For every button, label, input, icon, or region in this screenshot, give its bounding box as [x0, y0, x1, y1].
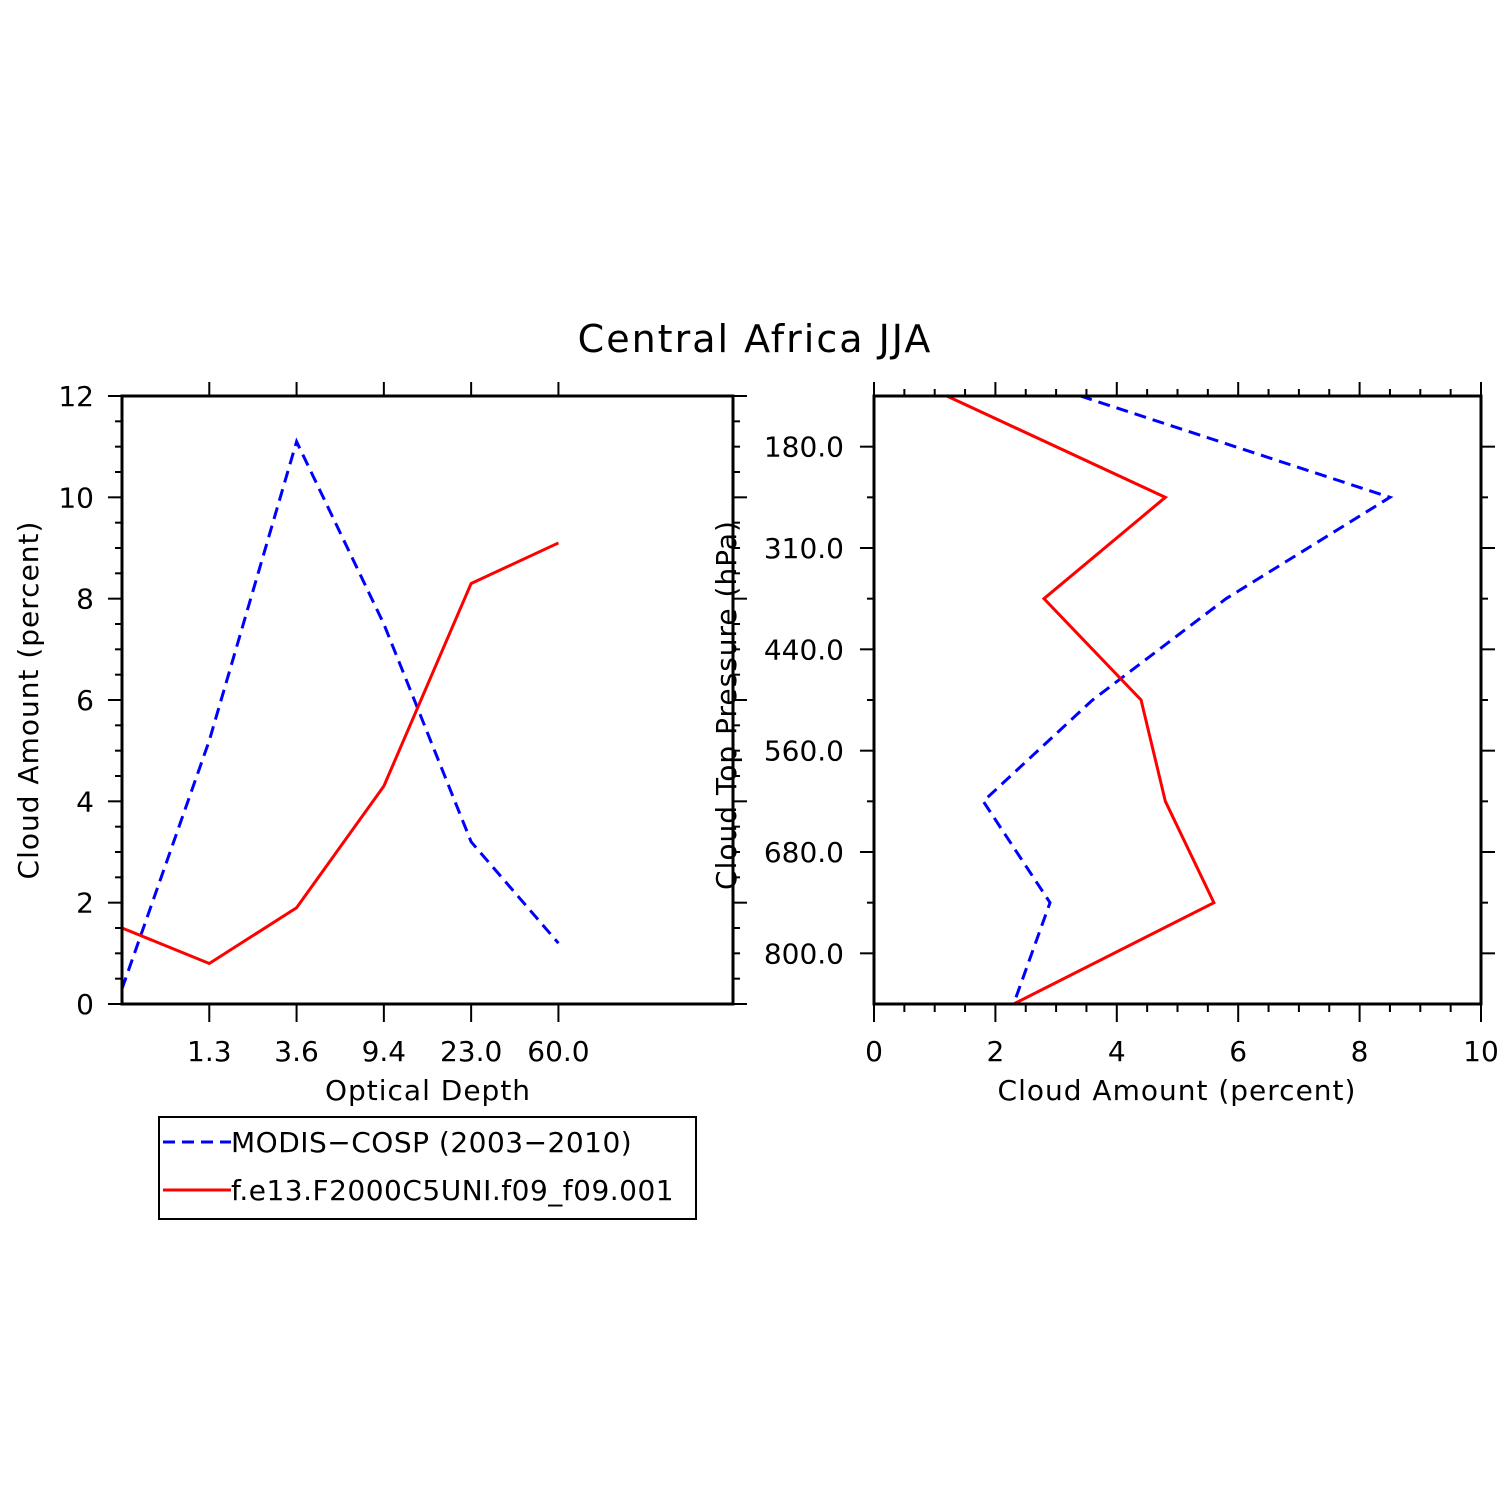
optical-depth-y-axis-label: Cloud Amount (percent) [12, 521, 45, 880]
y-tick-label: 2 [76, 887, 94, 920]
x-tick-label: 23.0 [440, 1035, 502, 1068]
x-tick-label: 4 [1108, 1035, 1126, 1068]
pressure-axes-ticks: 0 2 4 6 8 10 180.0 310.0 440.0 560.0 680.0 800.0 [764, 382, 1499, 1068]
y-tick-label: 0 [76, 988, 94, 1021]
optical-depth-x-axis-label: Optical Depth [325, 1074, 531, 1107]
y-tick-label: 440.0 [764, 633, 844, 666]
y-tick-label: 6 [76, 684, 94, 717]
x-tick-label: 6 [1229, 1035, 1247, 1068]
y-tick-label: 180.0 [764, 431, 844, 464]
x-tick-label: 3.6 [274, 1035, 319, 1068]
x-tick-label: 2 [986, 1035, 1004, 1068]
y-tick-label: 800.0 [764, 937, 844, 970]
y-tick-label: 680.0 [764, 836, 844, 869]
pressure-y-axis-label: Cloud Top Pressure (hPa) [710, 520, 743, 890]
optical-depth-series-group [120, 437, 560, 990]
pressure-x-axis-label: Cloud Amount (percent) [998, 1074, 1357, 1107]
optical-depth-axes-ticks: 0 2 4 6 8 10 12 1.3 3.6 9.4 23.0 60.0 [58, 380, 747, 1068]
obs-series-line [981, 394, 1394, 1005]
pressure-series-group [946, 394, 1394, 1006]
model-series-line [946, 394, 1216, 1006]
y-tick-label: 12 [58, 380, 94, 413]
y-tick-label: 560.0 [764, 735, 844, 768]
x-tick-label: 8 [1351, 1035, 1369, 1068]
x-tick-label: 0 [865, 1035, 883, 1068]
x-tick-label: 9.4 [362, 1035, 407, 1068]
y-tick-label: 10 [58, 481, 94, 514]
legend-obs-label: MODIS−COSP (2003−2010) [231, 1126, 632, 1159]
legend-box [158, 1116, 697, 1220]
obs-series-line [120, 437, 560, 990]
chart-title: Central Africa JJA [578, 317, 933, 361]
legend-model-label: f.e13.F2000C5UNI.f09_f09.001 [231, 1174, 674, 1207]
cloud-top-pressure-panel: 0 2 4 6 8 10 180.0 310.0 440.0 560.0 680.0 800.0 Cl… [710, 382, 1499, 1107]
y-tick-label: 4 [76, 785, 94, 818]
y-tick-label: 310.0 [764, 532, 844, 565]
x-tick-label: 1.3 [187, 1035, 232, 1068]
model-series-line [121, 541, 560, 966]
x-tick-label: 10 [1463, 1035, 1499, 1068]
optical-depth-panel: 0 2 4 6 8 10 12 1.3 3.6 9.4 23.0 60.0 Optical Depth… [12, 380, 747, 1107]
legend: MODIS−COSP (2003−2010) f.e13.F2000C5UNI.… [158, 1116, 697, 1220]
x-tick-label: 60.0 [527, 1035, 589, 1068]
y-tick-label: 8 [76, 583, 94, 616]
